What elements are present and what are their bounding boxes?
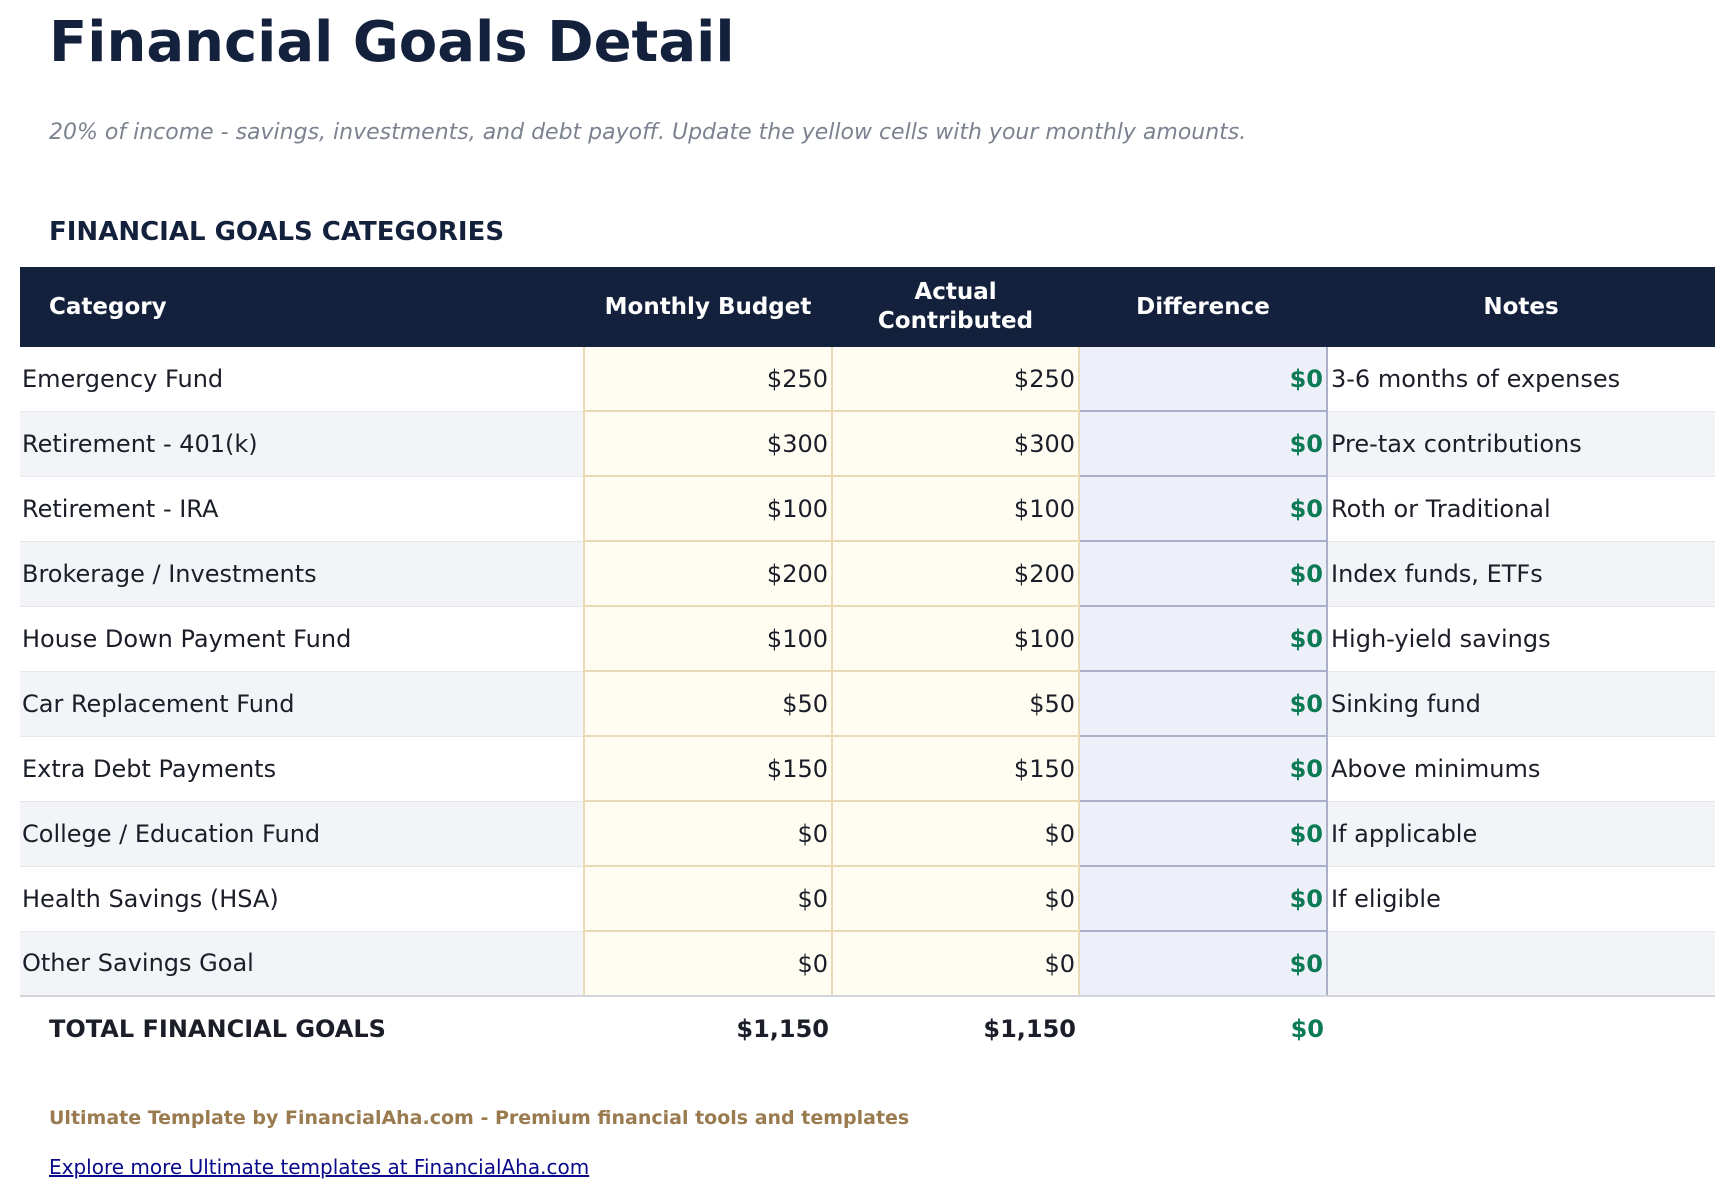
page-subtitle: 20% of income - savings, investments, an… xyxy=(49,120,1247,145)
actual-contributed-input[interactable]: $250 xyxy=(831,347,1080,412)
monthly-budget-input[interactable]: $0 xyxy=(583,801,833,867)
table-row: House Down Payment Fund $100 $100 $0 High-yi… xyxy=(20,606,1715,672)
actual-contributed-input[interactable]: $100 xyxy=(831,476,1080,542)
table-row: Retirement - 401(k) $300 $300 $0 Pre-tax con… xyxy=(20,411,1715,477)
total-actual: $1,150 xyxy=(983,1015,1076,1043)
table-row: Other Savings Goal $0 $0 $0 xyxy=(20,931,1715,997)
monthly-budget-input[interactable]: $50 xyxy=(583,671,833,737)
difference-cell: $0 xyxy=(1078,347,1328,412)
notes-cell: Above minimums xyxy=(1327,736,1715,802)
monthly-budget-input[interactable]: $100 xyxy=(583,476,833,542)
total-row: TOTAL FINANCIAL GOALS $1,150 $1,150 $0 xyxy=(20,996,1715,1061)
actual-contributed-input[interactable]: $200 xyxy=(831,541,1080,607)
header-monthly-budget: Monthly Budget xyxy=(584,267,832,347)
actual-contributed-input[interactable]: $50 xyxy=(831,671,1080,737)
notes-cell: 3-6 months of expenses xyxy=(1327,347,1715,412)
notes-cell: If eligible xyxy=(1327,866,1715,932)
category-cell: Retirement - IRA xyxy=(20,476,584,542)
difference-cell: $0 xyxy=(1078,671,1328,737)
difference-cell: $0 xyxy=(1078,541,1328,607)
table-header-row: Category Monthly Budget Actual Contribut… xyxy=(20,267,1715,347)
monthly-budget-input[interactable]: $200 xyxy=(583,541,833,607)
difference-cell: $0 xyxy=(1078,866,1328,932)
actual-contributed-input[interactable]: $0 xyxy=(831,931,1080,997)
header-difference: Difference xyxy=(1079,267,1327,347)
actual-contributed-input[interactable]: $0 xyxy=(831,801,1080,867)
actual-contributed-input[interactable]: $150 xyxy=(831,736,1080,802)
table-row: Retirement - IRA $100 $100 $0 Roth or Tradit… xyxy=(20,476,1715,542)
monthly-budget-input[interactable]: $300 xyxy=(583,411,833,477)
monthly-budget-input[interactable]: $150 xyxy=(583,736,833,802)
notes-cell: Pre-tax contributions xyxy=(1327,411,1715,477)
total-difference: $0 xyxy=(1290,1015,1324,1043)
table-row: Brokerage / Investments $200 $200 $0 Index f… xyxy=(20,541,1715,607)
header-notes: Notes xyxy=(1327,267,1715,347)
notes-cell: High-yield savings xyxy=(1327,606,1715,672)
actual-contributed-input[interactable]: $100 xyxy=(831,606,1080,672)
category-cell: Car Replacement Fund xyxy=(20,671,584,737)
page-title: Financial Goals Detail xyxy=(49,10,735,75)
financial-goals-table: Category Monthly Budget Actual Contribut… xyxy=(20,267,1715,1061)
section-heading: FINANCIAL GOALS CATEGORIES xyxy=(49,217,505,247)
table-row: Car Replacement Fund $50 $50 $0 Sinking fund xyxy=(20,671,1715,737)
difference-cell: $0 xyxy=(1078,801,1328,867)
category-cell: Brokerage / Investments xyxy=(20,541,584,607)
difference-cell: $0 xyxy=(1078,606,1328,672)
notes-cell: Sinking fund xyxy=(1327,671,1715,737)
difference-cell: $0 xyxy=(1078,931,1328,997)
category-cell: Retirement - 401(k) xyxy=(20,411,584,477)
notes-cell: Roth or Traditional xyxy=(1327,476,1715,542)
footer-link[interactable]: Explore more Ultimate templates at Finan… xyxy=(49,1155,590,1179)
notes-cell: If applicable xyxy=(1327,801,1715,867)
header-actual-contributed: Actual Contributed xyxy=(832,267,1079,347)
monthly-budget-input[interactable]: $0 xyxy=(583,931,833,997)
table-row: Health Savings (HSA) $0 $0 $0 If eligible xyxy=(20,866,1715,932)
monthly-budget-input[interactable]: $0 xyxy=(583,866,833,932)
table-row: College / Education Fund $0 $0 $0 If applica… xyxy=(20,801,1715,867)
difference-cell: $0 xyxy=(1078,411,1328,477)
difference-cell: $0 xyxy=(1078,736,1328,802)
monthly-budget-input[interactable]: $100 xyxy=(583,606,833,672)
notes-cell: Index funds, ETFs xyxy=(1327,541,1715,607)
footer-credit: Ultimate Template by FinancialAha.com - … xyxy=(49,1107,910,1129)
total-notes xyxy=(1327,996,1715,1061)
actual-contributed-input[interactable]: $0 xyxy=(831,866,1080,932)
header-category: Category xyxy=(20,267,584,347)
table-row: Emergency Fund $250 $250 $0 3-6 months of ex… xyxy=(20,347,1715,412)
monthly-budget-input[interactable]: $250 xyxy=(583,347,833,412)
category-cell: House Down Payment Fund xyxy=(20,606,584,672)
category-cell: Health Savings (HSA) xyxy=(20,866,584,932)
category-cell: Emergency Fund xyxy=(20,347,584,412)
category-cell: College / Education Fund xyxy=(20,801,584,867)
category-cell: Other Savings Goal xyxy=(20,931,584,997)
table-row: Extra Debt Payments $150 $150 $0 Above minim… xyxy=(20,736,1715,802)
difference-cell: $0 xyxy=(1078,476,1328,542)
total-budget: $1,150 xyxy=(736,1015,829,1043)
category-cell: Extra Debt Payments xyxy=(20,736,584,802)
actual-contributed-input[interactable]: $300 xyxy=(831,411,1080,477)
notes-cell xyxy=(1327,931,1715,997)
total-label: TOTAL FINANCIAL GOALS xyxy=(49,1015,386,1043)
